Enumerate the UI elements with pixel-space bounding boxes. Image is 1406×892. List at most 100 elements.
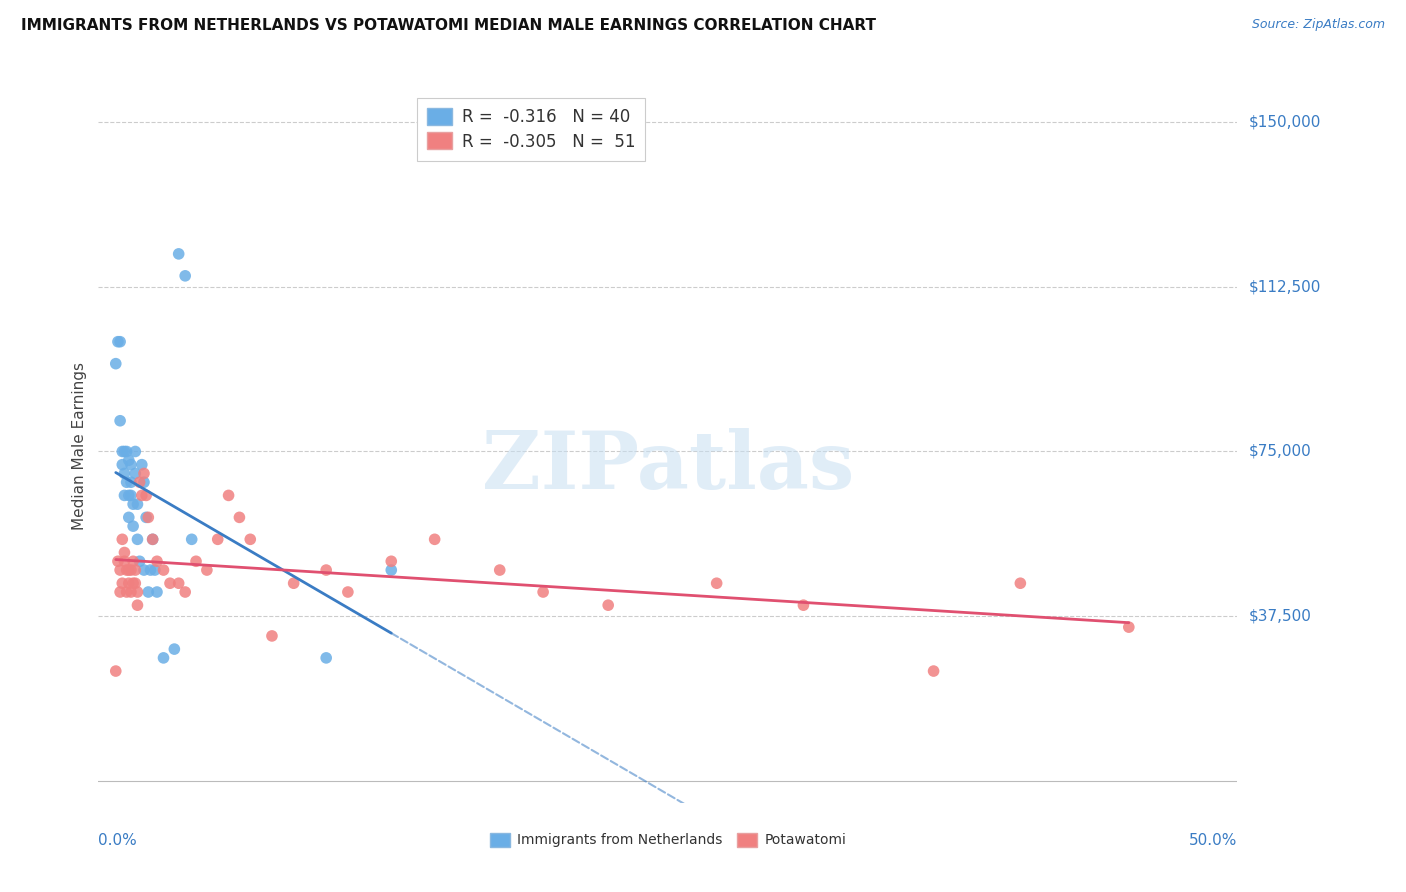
Point: [184, 554, 207, 568]
Point: [174, 585, 197, 599]
Text: 0.0%: 0.0%: [98, 833, 138, 848]
Point: [114, 545, 136, 559]
Point: [124, 444, 146, 458]
Point: [118, 576, 141, 591]
Point: [120, 475, 142, 490]
Point: [180, 533, 202, 547]
Point: [336, 585, 359, 599]
Point: [218, 488, 240, 502]
Point: [142, 533, 165, 547]
Text: ZIPatlas: ZIPatlas: [482, 428, 853, 507]
Point: [488, 563, 510, 577]
Point: [104, 664, 127, 678]
Point: [111, 458, 134, 472]
Point: [114, 554, 136, 568]
Point: [167, 247, 190, 261]
Point: [120, 563, 142, 577]
Point: [174, 268, 197, 283]
Point: [104, 357, 127, 371]
Point: [114, 488, 136, 502]
Point: [131, 488, 153, 502]
Point: [146, 554, 169, 568]
Point: [228, 510, 250, 524]
Text: 50.0%: 50.0%: [1189, 833, 1237, 848]
Point: [124, 467, 146, 481]
Point: [792, 598, 814, 612]
Point: [114, 444, 136, 458]
Point: [380, 554, 402, 568]
Point: [380, 563, 402, 577]
Point: [207, 533, 229, 547]
Point: [122, 576, 145, 591]
Point: [115, 585, 138, 599]
Point: [118, 510, 141, 524]
Point: [127, 585, 149, 599]
Point: [152, 651, 174, 665]
Point: [260, 629, 283, 643]
Point: [115, 563, 138, 577]
Point: [159, 576, 181, 591]
Point: [142, 533, 165, 547]
Point: [122, 497, 145, 511]
Point: [131, 458, 153, 472]
Point: [118, 453, 141, 467]
Point: [124, 576, 146, 591]
Text: $150,000: $150,000: [1249, 115, 1320, 129]
Point: [107, 554, 129, 568]
Point: [128, 554, 150, 568]
Point: [136, 510, 159, 524]
Point: [111, 533, 134, 547]
Point: [143, 563, 166, 577]
Point: [111, 576, 134, 591]
Point: [139, 563, 162, 577]
Point: [108, 563, 131, 577]
Point: [135, 510, 157, 524]
Point: [108, 585, 131, 599]
Point: [146, 585, 169, 599]
Point: [111, 444, 134, 458]
Point: [163, 642, 186, 657]
Text: $75,000: $75,000: [1249, 444, 1312, 459]
Point: [706, 576, 728, 591]
Point: [598, 598, 620, 612]
Point: [124, 563, 146, 577]
Point: [120, 458, 142, 472]
Point: [115, 444, 138, 458]
Point: [315, 651, 337, 665]
Text: IMMIGRANTS FROM NETHERLANDS VS POTAWATOMI MEDIAN MALE EARNINGS CORRELATION CHART: IMMIGRANTS FROM NETHERLANDS VS POTAWATOM…: [21, 18, 876, 33]
Point: [922, 664, 945, 678]
Point: [115, 475, 138, 490]
Point: [114, 467, 136, 481]
Point: [283, 576, 305, 591]
Point: [315, 563, 337, 577]
Point: [118, 488, 141, 502]
Point: [167, 576, 190, 591]
Y-axis label: Median Male Earnings: Median Male Earnings: [72, 362, 87, 530]
Point: [132, 467, 155, 481]
Point: [122, 554, 145, 568]
Point: [122, 519, 145, 533]
Point: [118, 563, 141, 577]
Point: [239, 533, 262, 547]
Point: [132, 563, 155, 577]
Point: [127, 533, 149, 547]
Text: Source: ZipAtlas.com: Source: ZipAtlas.com: [1251, 18, 1385, 31]
Text: $112,500: $112,500: [1249, 279, 1320, 294]
Point: [107, 334, 129, 349]
Point: [136, 585, 159, 599]
Legend: Immigrants from Netherlands, Potawatomi: Immigrants from Netherlands, Potawatomi: [484, 827, 852, 853]
Point: [120, 488, 142, 502]
Point: [135, 488, 157, 502]
Point: [423, 533, 446, 547]
Point: [1010, 576, 1032, 591]
Point: [132, 475, 155, 490]
Point: [108, 334, 131, 349]
Text: $37,500: $37,500: [1249, 608, 1312, 624]
Point: [120, 585, 142, 599]
Point: [108, 414, 131, 428]
Point: [127, 497, 149, 511]
Point: [152, 563, 174, 577]
Point: [195, 563, 218, 577]
Point: [127, 598, 149, 612]
Point: [531, 585, 554, 599]
